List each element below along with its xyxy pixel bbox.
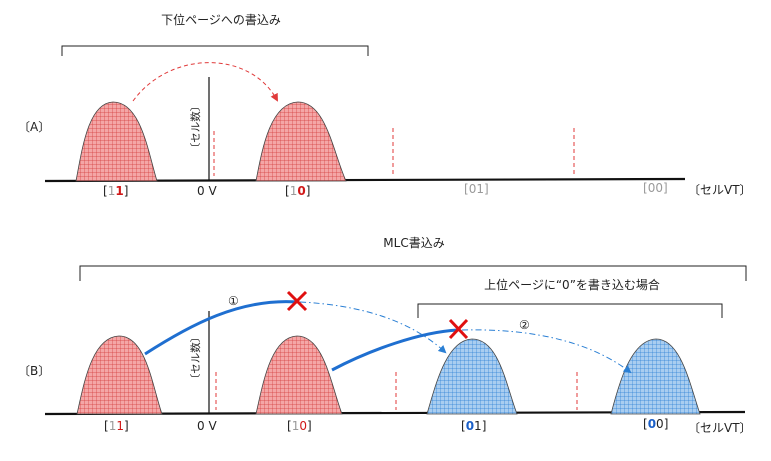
panel-a: 〔A〕 下位ページへの書込み 〔セル数〕 0 V [11] [10] [01] … xyxy=(18,12,752,198)
panel-b-state-00-distribution xyxy=(610,338,701,415)
panel-a-write-arrow xyxy=(132,62,278,102)
panel-b-zero-label: 0 V xyxy=(197,419,217,433)
panel-b-label: 〔B〕 xyxy=(18,364,50,378)
panel-a-title-bracket xyxy=(61,45,369,56)
panel-a-state-label-00: [00] xyxy=(643,181,668,195)
panel-b-state-label-11: [11] xyxy=(104,419,129,433)
panel-b-state-10-distribution xyxy=(255,335,343,415)
panel-a-y-axis-label: 〔セル数〕 xyxy=(189,101,202,154)
panel-b-path-2-arrow xyxy=(331,328,459,372)
panel-b-path-1-arrow xyxy=(144,300,298,356)
panel-b-y-axis-label: 〔セル数〕 xyxy=(189,332,202,385)
panel-b-cross-1 xyxy=(286,290,308,312)
panel-b-step-1-label: ① xyxy=(228,294,239,308)
panel-b-cross-2 xyxy=(448,318,469,340)
panel-a-state-11-distribution xyxy=(75,101,158,182)
panel-b-title-bracket xyxy=(79,265,747,281)
panel-b-state-11-distribution xyxy=(76,335,163,415)
panel-b-subtitle: 上位ページに“0”を書き込む場合 xyxy=(484,277,660,292)
panel-b-subtitle-bracket xyxy=(417,303,723,318)
panel-b-x-axis-label: 〔セルVT〕 xyxy=(688,421,752,435)
panel-b: 〔B〕 MLC書込み 上位ページに“0”を書き込む場合 〔セル数〕 xyxy=(18,236,752,435)
panel-a-zero-label: 0 V xyxy=(197,184,217,198)
panel-a-label: 〔A〕 xyxy=(18,120,50,134)
panel-a-state-label-10: [10] xyxy=(285,184,310,198)
panel-a-x-axis-label: 〔セルVT〕 xyxy=(688,183,752,197)
panel-b-state-label-01: [01] xyxy=(461,419,486,433)
panel-a-state-10-distribution xyxy=(255,101,347,182)
panel-b-title: MLC書込み xyxy=(383,236,444,250)
panel-a-state-label-01: [01] xyxy=(464,182,489,196)
panel-b-step-2-label: ② xyxy=(519,318,530,332)
panel-b-state-01-distribution xyxy=(426,338,518,415)
panel-b-state-label-10: [10] xyxy=(287,419,312,433)
panel-a-state-label-11: [11] xyxy=(103,184,128,198)
panel-a-title: 下位ページへの書込み xyxy=(161,12,281,27)
panel-b-state-label-00: [00] xyxy=(643,417,668,431)
panel-b-path-1-continuation xyxy=(299,301,447,354)
